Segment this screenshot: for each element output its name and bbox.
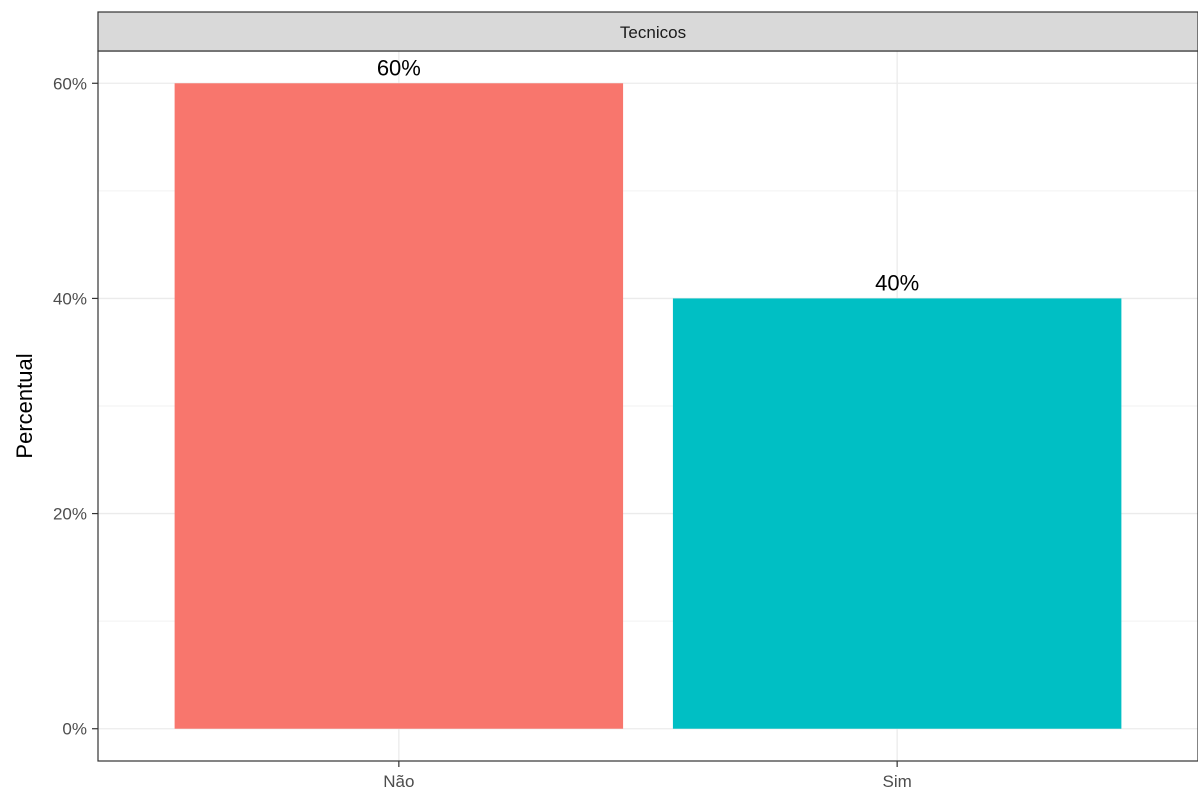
y-axis: 0% 20% 40% 60% (53, 74, 98, 739)
bars (174, 83, 1122, 729)
data-labels: 60% 40% (377, 55, 919, 295)
x-axis: Não Sim (383, 761, 912, 791)
bar-2 (672, 298, 1122, 729)
y-axis-title: Percentual (12, 353, 37, 458)
y-tick-label: 60% (53, 74, 87, 93)
facet-strip (97, 11, 1198, 52)
bar-1 (174, 83, 624, 729)
bar-value-label: 40% (875, 270, 919, 295)
bar-value-label: 60% (377, 55, 421, 80)
facet-strip-label: Tecnicos (620, 23, 686, 42)
x-tick-label: Não (383, 772, 414, 791)
y-tick-label: 20% (53, 505, 87, 524)
y-tick-label: 40% (53, 289, 87, 308)
y-tick-label: 0% (62, 720, 87, 739)
x-tick-label: Sim (883, 772, 912, 791)
